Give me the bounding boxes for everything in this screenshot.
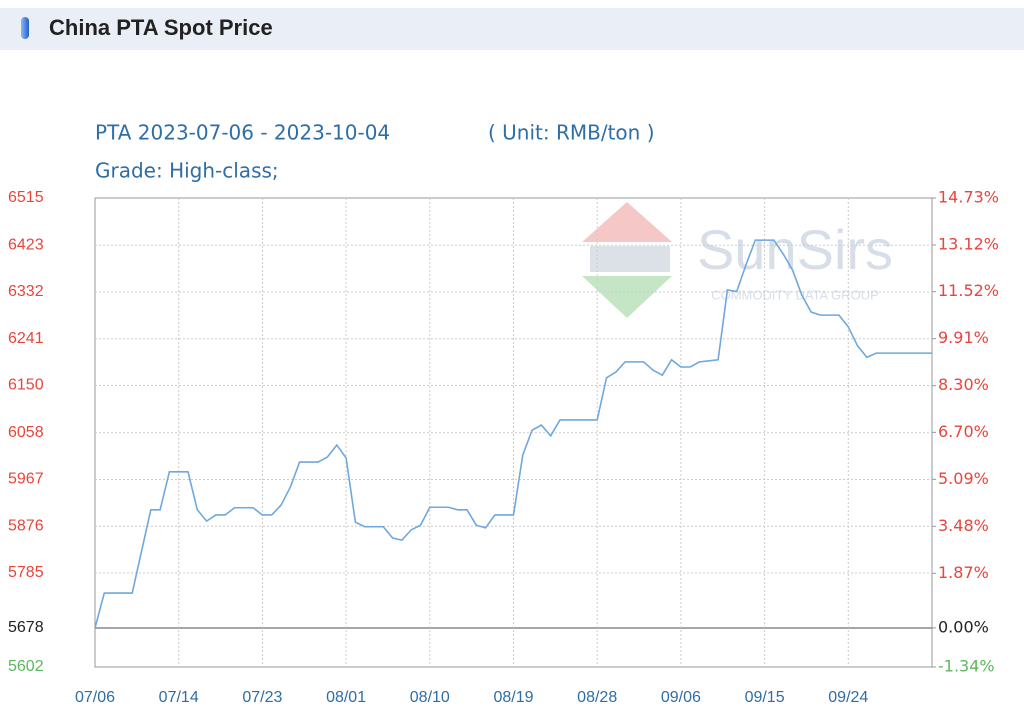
x-tick-label: 07/14 [159,689,199,706]
y-tick-label: 6058 [8,424,44,441]
y-tick-label: 5785 [8,564,44,581]
header-title: China PTA Spot Price [49,15,273,40]
watermark: SunSirs COMMODITY DATA GROUP [582,202,893,318]
y2-tick-label: 14.73% [938,188,999,207]
x-tick-label: 09/24 [828,689,868,706]
chart-subtitle: Grade: High-class; [95,159,279,183]
price-line [94,239,932,629]
y-tick-label: 5678 [8,619,44,636]
y2-tick-label: 0.00% [938,617,989,636]
y2-tick-label: 1.87% [938,563,989,582]
x-tick-label: 08/28 [577,689,617,706]
watermark-sub: COMMODITY DATA GROUP [711,287,879,302]
watermark-text: SunSirs [697,218,893,281]
x-tick-label: 09/06 [661,689,701,706]
header-icon [21,17,29,39]
y-tick-label: 6241 [8,330,44,347]
x-tick-label: 08/10 [410,689,450,706]
y-tick-label: 6515 [8,189,44,206]
x-tick-label: 08/19 [493,689,533,706]
y2-tick-label: 6.70% [938,422,989,441]
y2-tick-label: 11.52% [938,281,999,300]
y-tick-label: 5967 [8,471,44,488]
y-tick-label: 6332 [8,283,44,300]
x-tick-label: 07/23 [242,689,282,706]
chart-unit: ( Unit: RMB/ton ) [488,121,655,145]
y2-tick-label: 3.48% [938,516,989,535]
y-tick-label: 6423 [8,236,44,253]
y2-tick-label: 5.09% [938,469,989,488]
x-tick-label: 07/06 [75,689,115,706]
y2-tick-label: 8.30% [938,375,989,394]
y-tick-label: 5876 [8,517,44,534]
y2-tick-label: 9.91% [938,328,989,347]
y-tick-label: 6150 [8,377,44,394]
y2-tick-label: 13.12% [938,234,999,253]
y2-tick-label: -1.34% [938,657,995,676]
y-tick-label: 5602 [8,658,44,675]
header-bar [0,8,1024,50]
chart-title: PTA 2023-07-06 - 2023-10-04 [95,121,390,145]
x-tick-label: 09/15 [745,689,785,706]
x-tick-label: 08/01 [326,689,366,706]
